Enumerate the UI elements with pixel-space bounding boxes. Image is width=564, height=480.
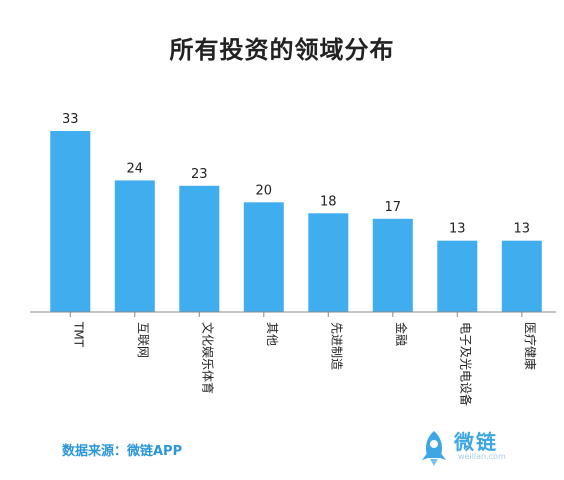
category-label-4: 先进制造 — [329, 322, 343, 370]
value-label-5: 17 — [385, 200, 402, 215]
bar-1 — [114, 180, 155, 312]
category-label-5: 金融 — [394, 322, 409, 346]
bar-3 — [243, 202, 284, 312]
bars-layer — [50, 131, 542, 312]
value-label-0: 33 — [62, 112, 79, 127]
category-label-3: 其他 — [265, 322, 279, 346]
bar-0 — [50, 131, 91, 312]
category-label-0: TMT — [71, 321, 85, 348]
bar-5 — [372, 218, 413, 312]
value-label-4: 18 — [320, 194, 337, 209]
value-label-6: 13 — [449, 222, 466, 237]
value-label-3: 20 — [256, 183, 273, 198]
logo-url: weilian.com — [458, 452, 506, 461]
x-axis-ticks-layer — [69, 312, 523, 317]
value-label-1: 24 — [127, 161, 144, 176]
category-label-2: 文化娱乐体育 — [200, 322, 215, 394]
value-labels-layer: 33 24 23 20 18 17 13 13 — [62, 112, 530, 237]
value-label-2: 23 — [191, 167, 208, 182]
weilian-logo: 微链 weilian.com — [418, 424, 548, 470]
bar-4 — [308, 213, 349, 312]
rocket-icon — [422, 431, 446, 466]
value-label-7: 13 — [514, 222, 531, 237]
chart-title: 所有投资的领域分布 — [169, 36, 395, 64]
category-label-7: 医疗健康 — [523, 322, 538, 370]
logo-name: 微链 — [454, 430, 498, 454]
data-source-note: 数据来源：微链APP — [62, 444, 183, 459]
category-label-1: 互联网 — [136, 322, 150, 358]
bar-6 — [437, 240, 478, 312]
category-labels-layer: TMT 互联网 文化娱乐体育 其他 先进制造 金融 电子及光电设备 医疗健康 — [71, 321, 538, 406]
bar-7 — [501, 240, 542, 312]
bar-2 — [179, 185, 220, 312]
category-label-6: 电子及光电设备 — [458, 322, 472, 406]
